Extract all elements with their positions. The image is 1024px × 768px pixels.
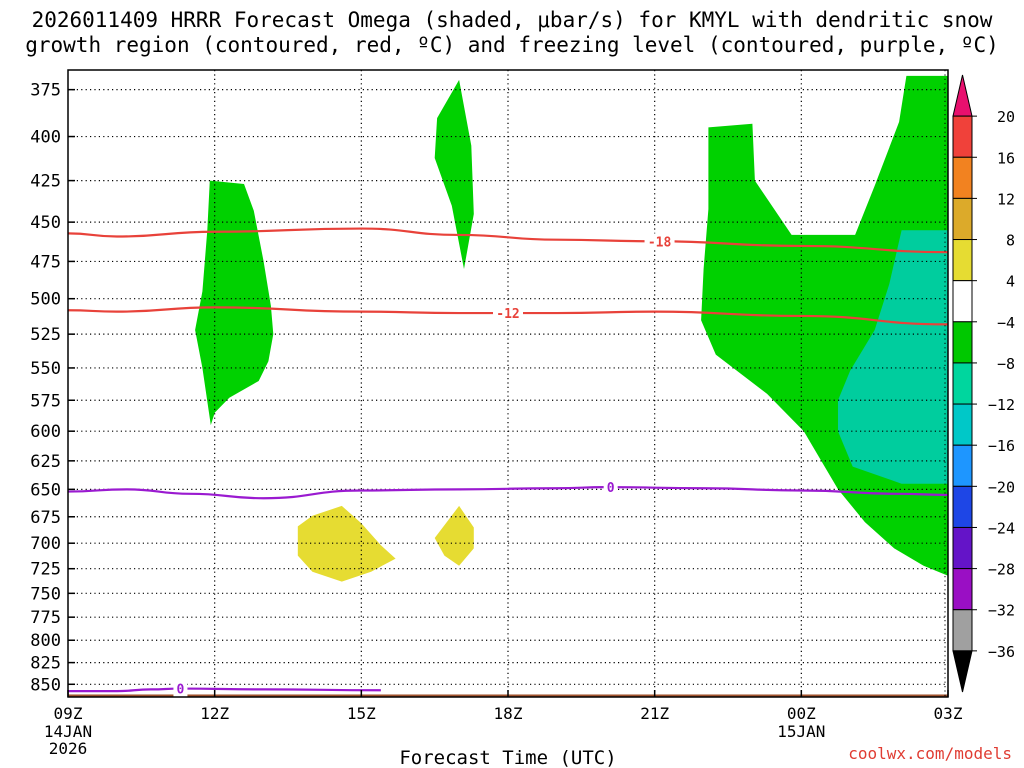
colorbar-bin-10 xyxy=(952,485,973,528)
y-tick-label-500: 500 xyxy=(30,290,61,310)
colorbar-label-8: −16 xyxy=(988,437,1015,455)
colorbar-bin-5 xyxy=(952,280,973,323)
omega-region-0 xyxy=(195,180,274,426)
colorbar-label-13: −36 xyxy=(988,643,1015,661)
y-tick-label-400: 400 xyxy=(30,128,61,148)
contour-freezing-level-0 xyxy=(67,486,949,500)
colorbar-bin-9 xyxy=(952,444,973,487)
credit-text: coolwx.com/models xyxy=(848,744,1012,763)
colorbar-bin-6 xyxy=(952,321,973,364)
x-tick-label-6: 15Z xyxy=(347,704,376,723)
contour-label-bg-3 xyxy=(173,680,188,697)
y-tick-label-850: 850 xyxy=(30,675,61,695)
y-tick-label-625: 625 xyxy=(30,452,61,472)
x-tick-label-12: 21Z xyxy=(640,704,669,723)
y-tick-label-550: 550 xyxy=(30,359,61,379)
x-tick-label-0: 09Z xyxy=(54,704,83,723)
colorbar-bin-11 xyxy=(952,526,973,570)
contour-label-2: 0 xyxy=(607,481,615,496)
omega-region-5 xyxy=(434,505,474,566)
x-tick-sublabel-0: 14JAN xyxy=(44,722,92,741)
colorbar-bin-13 xyxy=(952,609,973,652)
colorbar-label-3: 8 xyxy=(1006,232,1015,250)
x-tick-sublabel-15: 15JAN xyxy=(777,722,825,741)
colorbar-bin-1 xyxy=(952,115,973,158)
contour-label-bg-0 xyxy=(644,233,675,250)
y-tick-label-825: 825 xyxy=(30,654,61,674)
y-tick-label-600: 600 xyxy=(30,422,61,442)
contour-dgz-18 xyxy=(67,227,949,254)
y-tick-label-650: 650 xyxy=(30,480,61,500)
shaded-regions-layer xyxy=(195,75,948,582)
y-tick-label-525: 525 xyxy=(30,325,61,345)
colorbar-label-2: 12 xyxy=(997,190,1015,208)
contour-freezing-level-0-near-surface- xyxy=(68,687,381,693)
y-tick-label-775: 775 xyxy=(30,608,61,628)
y-tick-label-450: 450 xyxy=(30,213,61,233)
y-tick-label-375: 375 xyxy=(30,81,61,101)
y-tick-label-725: 725 xyxy=(30,560,61,580)
x-axis-title: Forecast Time (UTC) xyxy=(399,747,616,768)
colorbar-bottom-arrow xyxy=(952,650,973,693)
colorbar-label-7: −12 xyxy=(988,396,1015,414)
y-tick-label-475: 475 xyxy=(30,252,61,272)
x-tick-sublabel2-0: 2026 xyxy=(49,739,88,758)
x-tick-label-18: 03Z xyxy=(934,704,963,723)
axes-layer: 375 400 425 450 475 500 525 550 575 600 625 650 675 7… xyxy=(30,69,963,768)
colorbar-label-11: −28 xyxy=(988,561,1015,579)
y-tick-label-750: 750 xyxy=(30,584,61,604)
contour-label-1: -12 xyxy=(496,307,519,322)
y-tick-label-675: 675 xyxy=(30,508,61,528)
contour-label-bg-1 xyxy=(493,305,523,322)
colorbar-bin-12 xyxy=(952,568,973,611)
omega-region-1 xyxy=(434,79,474,270)
colorbar-label-1: 16 xyxy=(997,149,1015,167)
y-tick-label-700: 700 xyxy=(30,534,61,554)
colorbar-top-arrow xyxy=(952,74,973,117)
chart-title-line1: 2026011409 HRRR Forecast Omega (shaded, … xyxy=(31,8,993,32)
colorbar-bin-3 xyxy=(952,197,973,241)
colorbar-label-9: −20 xyxy=(988,478,1015,496)
x-tick-label-9: 18Z xyxy=(494,704,523,723)
chart-title-line2: growth region (contoured, red, ºC) and f… xyxy=(25,33,999,57)
y-tick-label-800: 800 xyxy=(30,631,61,651)
contour-label-3: 0 xyxy=(177,683,185,698)
colorbar-label-10: −24 xyxy=(988,519,1015,537)
x-tick-label-3: 12Z xyxy=(200,704,229,723)
colorbar-label-12: −32 xyxy=(988,602,1015,620)
colorbar-label-6: −8 xyxy=(997,355,1015,373)
omega-region-3 xyxy=(838,230,948,484)
colorbar-bin-2 xyxy=(952,156,973,199)
x-tick-label-15: 00Z xyxy=(787,704,816,723)
y-tick-label-425: 425 xyxy=(30,172,61,192)
chart-title: 2026011409 HRRR Forecast Omega (shaded, … xyxy=(0,8,1024,58)
colorbar: 20 16 12 8 4 −4 −8 −12 −16 −20 −24 −28 −32 −36 xyxy=(952,74,1015,693)
contour-label-0: -18 xyxy=(648,235,672,250)
contour-dgz-12 xyxy=(67,306,949,326)
colorbar-bin-8 xyxy=(952,403,973,446)
contours-layer: -18 -12 0 0 xyxy=(67,227,949,698)
contour-label-bg-2 xyxy=(603,479,618,496)
colorbar-bin-7 xyxy=(952,362,973,405)
colorbar-label-0: 20 xyxy=(997,108,1015,126)
colorbar-bin-4 xyxy=(952,239,973,282)
omega-region-4 xyxy=(297,505,396,582)
colorbar-label-5: −4 xyxy=(997,314,1015,332)
y-tick-label-575: 575 xyxy=(30,391,61,411)
colorbar-label-4: 4 xyxy=(1006,273,1015,291)
